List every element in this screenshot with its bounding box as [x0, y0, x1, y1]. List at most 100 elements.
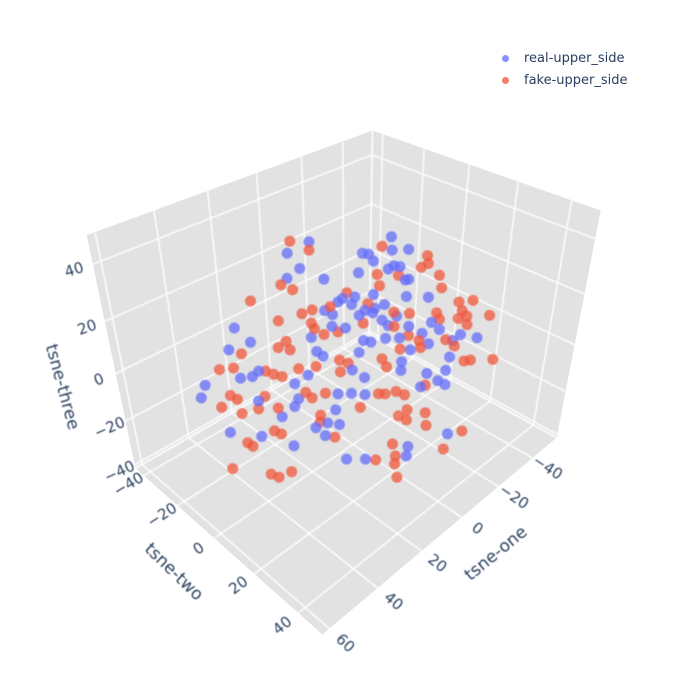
point-fake-upper_side-9[interactable] — [272, 315, 284, 327]
point-fake-upper_side-94[interactable] — [391, 471, 403, 483]
point-real-upper_side-17[interactable] — [363, 248, 375, 260]
point-real-upper_side-41[interactable] — [311, 346, 323, 358]
point-fake-upper_side-7[interactable] — [306, 304, 318, 316]
point-fake-upper_side-90[interactable] — [286, 466, 298, 478]
point-fake-upper_side-53[interactable] — [319, 387, 331, 399]
point-fake-upper_side-100[interactable] — [456, 425, 468, 437]
point-fake-upper_side-47[interactable] — [310, 360, 322, 372]
point-fake-upper_side-73[interactable] — [379, 388, 391, 400]
point-fake-upper_side-19[interactable] — [433, 269, 445, 281]
point-real-upper_side-30[interactable] — [400, 291, 412, 302]
point-real-upper_side-80[interactable] — [288, 440, 300, 452]
point-fake-upper_side-10[interactable] — [305, 317, 317, 329]
point-fake-upper_side-8[interactable] — [296, 308, 308, 320]
point-real-upper_side-50[interactable] — [332, 388, 344, 400]
point-fake-upper_side-6[interactable] — [324, 301, 336, 313]
point-real-upper_side-45[interactable] — [302, 369, 314, 381]
point-fake-upper_side-34[interactable] — [228, 362, 239, 374]
point-real-upper_side-69[interactable] — [395, 364, 407, 376]
point-fake-upper_side-79[interactable] — [419, 407, 431, 419]
point-fake-upper_side-23[interactable] — [388, 306, 400, 318]
point-fake-upper_side-74[interactable] — [390, 386, 402, 398]
point-fake-upper_side-85[interactable] — [227, 463, 239, 475]
point-real-upper_side-54[interactable] — [276, 411, 288, 423]
point-fake-upper_side-65[interactable] — [440, 334, 452, 346]
point-fake-upper_side-43[interactable] — [334, 354, 346, 366]
point-real-upper_side-34[interactable] — [223, 344, 235, 356]
point-fake-upper_side-93[interactable] — [389, 458, 401, 470]
point-real-upper_side-24[interactable] — [367, 289, 379, 300]
point-fake-upper_side-57[interactable] — [315, 409, 327, 421]
point-real-upper_side-1[interactable] — [303, 236, 315, 248]
point-real-upper_side-32[interactable] — [433, 323, 445, 335]
point-real-upper_side-78[interactable] — [455, 329, 466, 341]
point-real-upper_side-46[interactable] — [253, 365, 265, 377]
point-real-upper_side-35[interactable] — [235, 372, 247, 384]
point-fake-upper_side-14[interactable] — [371, 268, 383, 280]
point-fake-upper_side-38[interactable] — [236, 408, 248, 420]
point-real-upper_side-72[interactable] — [414, 381, 426, 393]
point-fake-upper_side-62[interactable] — [394, 343, 406, 355]
point-real-upper_side-52[interactable] — [253, 395, 265, 407]
point-real-upper_side-40[interactable] — [305, 331, 317, 343]
point-fake-upper_side-26[interactable] — [453, 296, 465, 308]
point-real-upper_side-73[interactable] — [432, 375, 444, 387]
point-fake-upper_side-20[interactable] — [436, 282, 448, 294]
point-fake-upper_side-88[interactable] — [265, 468, 277, 480]
point-fake-upper_side-39[interactable] — [272, 342, 284, 354]
point-real-upper_side-92[interactable] — [380, 333, 392, 344]
point-real-upper_side-62[interactable] — [394, 332, 405, 344]
point-fake-upper_side-66[interactable] — [448, 340, 460, 352]
point-fake-upper_side-80[interactable] — [420, 419, 432, 431]
point-fake-upper_side-18[interactable] — [415, 261, 427, 273]
point-fake-upper_side-16[interactable] — [422, 250, 434, 262]
point-fake-upper_side-51[interactable] — [300, 386, 312, 398]
point-real-upper_side-81[interactable] — [341, 453, 353, 465]
point-fake-upper_side-30[interactable] — [467, 294, 479, 306]
point-fake-upper_side-46[interactable] — [293, 363, 305, 375]
point-fake-upper_side-77[interactable] — [392, 410, 404, 422]
legend-item-fake-upper_side[interactable]: fake-upper_side — [501, 69, 628, 91]
point-real-upper_side-4[interactable] — [318, 273, 330, 285]
point-fake-upper_side-86[interactable] — [242, 437, 254, 449]
point-fake-upper_side-82[interactable] — [354, 401, 366, 413]
point-real-upper_side-79[interactable] — [471, 332, 483, 344]
point-fake-upper_side-3[interactable] — [287, 284, 299, 296]
point-fake-upper_side-33[interactable] — [213, 364, 225, 376]
point-real-upper_side-27[interactable] — [379, 298, 390, 310]
point-real-upper_side-82[interactable] — [402, 440, 414, 452]
point-fake-upper_side-21[interactable] — [374, 280, 385, 292]
point-real-upper_side-57[interactable] — [330, 404, 342, 416]
point-real-upper_side-58[interactable] — [256, 430, 268, 442]
point-real-upper_side-51[interactable] — [345, 387, 357, 399]
point-fake-upper_side-69[interactable] — [376, 353, 388, 365]
point-real-upper_side-55[interactable] — [322, 417, 334, 429]
point-real-upper_side-56[interactable] — [310, 422, 322, 434]
point-fake-upper_side-99[interactable] — [403, 330, 415, 341]
point-fake-upper_side-61[interactable] — [329, 431, 341, 443]
point-real-upper_side-44[interactable] — [353, 347, 365, 359]
point-fake-upper_side-0[interactable] — [284, 235, 296, 247]
point-fake-upper_side-70[interactable] — [381, 361, 392, 373]
point-fake-upper_side-75[interactable] — [399, 389, 411, 401]
scatter-points[interactable] — [195, 231, 499, 483]
point-real-upper_side-67[interactable] — [440, 364, 452, 376]
point-fake-upper_side-24[interactable] — [431, 307, 443, 319]
point-real-upper_side-36[interactable] — [199, 379, 211, 391]
point-real-upper_side-86[interactable] — [349, 291, 361, 303]
point-real-upper_side-59[interactable] — [319, 430, 331, 442]
point-fake-upper_side-97[interactable] — [404, 308, 416, 320]
point-real-upper_side-22[interactable] — [399, 274, 411, 286]
point-real-upper_side-37[interactable] — [195, 392, 207, 404]
point-fake-upper_side-68[interactable] — [464, 354, 476, 366]
point-real-upper_side-28[interactable] — [376, 314, 388, 326]
point-fake-upper_side-31[interactable] — [484, 309, 496, 321]
point-fake-upper_side-40[interactable] — [284, 344, 296, 356]
point-real-upper_side-77[interactable] — [334, 419, 346, 431]
point-real-upper_side-75[interactable] — [359, 389, 371, 400]
point-fake-upper_side-95[interactable] — [437, 443, 449, 455]
point-real-upper_side-12[interactable] — [339, 322, 351, 334]
point-fake-upper_side-4[interactable] — [245, 295, 257, 307]
point-fake-upper_side-27[interactable] — [456, 305, 468, 317]
